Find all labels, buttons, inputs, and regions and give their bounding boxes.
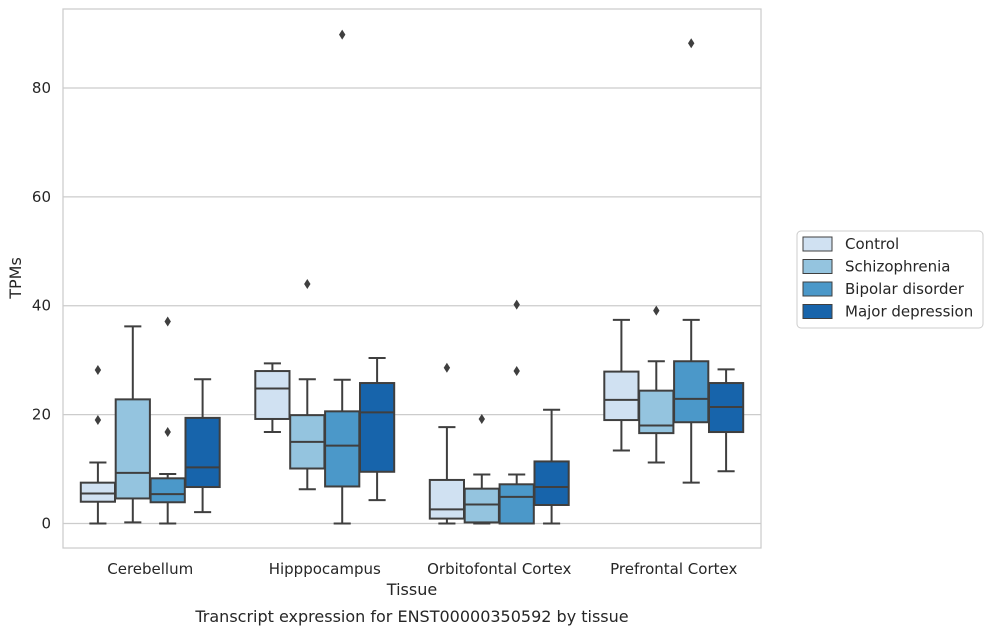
box-major-depression: [707, 368, 745, 473]
legend-frame: [796, 230, 984, 329]
legend: Control Schizophrenia Bipolar disorder Majo…: [796, 230, 984, 329]
x-tick-label: Hipppocampus: [269, 560, 381, 578]
y-tick-labels: 0 20 40 60 80: [32, 79, 51, 533]
legend-swatch: [802, 304, 833, 319]
y-tick-label: 60: [32, 188, 51, 206]
legend-label: Major depression: [845, 303, 973, 321]
x-tick-label: Cerebellum: [107, 560, 193, 578]
box-schizophrenia: [289, 278, 326, 491]
outlier-point: [164, 427, 171, 438]
box-body: [358, 382, 396, 473]
outlier-point: [94, 364, 102, 375]
outlier-point: [443, 362, 451, 373]
y-tick-label: 0: [41, 515, 51, 533]
x-tick-label: Orbitofontal Cortex: [427, 560, 571, 578]
box-schizophrenia: [114, 325, 151, 524]
outlier-point: [513, 299, 520, 310]
x-tick-label: Prefrontal Cortex: [610, 560, 737, 578]
box-body: [673, 360, 710, 424]
box-major-depression: [184, 378, 221, 514]
box-body: [114, 398, 151, 500]
outlier-point: [304, 278, 311, 289]
y-tick-label: 20: [32, 406, 51, 424]
box-bipolar-disorder: [498, 299, 535, 525]
legend-swatch: [802, 281, 833, 297]
box-body: [254, 370, 291, 420]
box-body: [149, 477, 186, 504]
box-body: [533, 460, 570, 506]
plot-frame: [62, 8, 762, 549]
y-axis-label: TPMs: [6, 257, 25, 300]
outlier-point: [164, 316, 171, 327]
box-control: [79, 364, 117, 525]
box-body: [603, 370, 640, 422]
legend-swatch: [802, 259, 833, 274]
y-tick-label: 80: [32, 79, 51, 97]
legend-items: Control Schizophrenia Bipolar disorder Majo…: [802, 235, 973, 321]
box-major-depression: [533, 408, 570, 525]
x-axis-label: Tissue: [386, 580, 437, 599]
outlier-point: [513, 366, 520, 377]
legend-swatch: [802, 236, 833, 252]
box-schizophrenia: [463, 413, 500, 525]
box-bipolar-disorder: [324, 29, 361, 525]
box-body: [324, 410, 361, 488]
box-body: [463, 487, 500, 524]
box-major-depression: [358, 356, 396, 502]
legend-label: Schizophrenia: [845, 258, 950, 276]
legend-label: Bipolar disorder: [845, 280, 965, 298]
legend-label: Control: [845, 235, 899, 253]
box-body: [638, 389, 675, 435]
box-control: [603, 318, 640, 452]
y-tick-label: 40: [32, 297, 51, 315]
box-body: [184, 416, 221, 489]
box-bipolar-disorder: [673, 38, 710, 484]
box-body: [498, 483, 535, 525]
box-control: [428, 362, 466, 525]
box-schizophrenia: [638, 305, 675, 464]
box-body: [79, 481, 117, 503]
box-body: [428, 478, 466, 520]
outlier-point: [478, 413, 485, 424]
x-tick-labels: Cerebellum Hipppocampus Orbitofontal Corte…: [107, 560, 737, 578]
box-bipolar-disorder: [149, 316, 186, 525]
boxes: [79, 29, 745, 525]
outlier-point: [94, 415, 102, 426]
chart-caption: Transcript expression for ENST0000035059…: [194, 607, 628, 626]
outlier-point: [653, 305, 660, 316]
outlier-point: [339, 29, 346, 40]
box-control: [254, 362, 291, 434]
outlier-point: [688, 38, 695, 49]
